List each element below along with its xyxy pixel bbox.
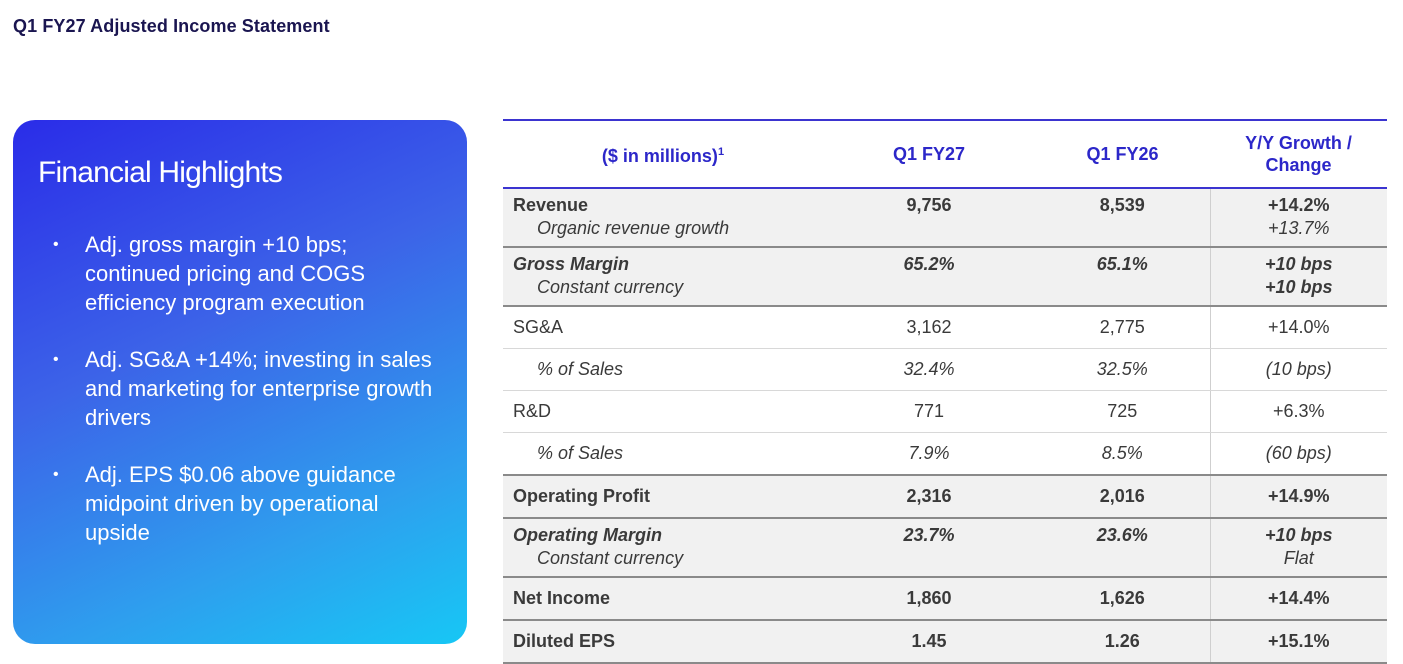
cell-growth: +10 bps [1264, 254, 1333, 274]
header-q1fy26: Q1 FY26 [1035, 119, 1210, 189]
cell-growth: (10 bps) [1209, 348, 1387, 391]
cell-growth: +6.3% [1209, 390, 1387, 433]
cell-q1fy27: 3,162 [823, 306, 1035, 349]
cell-q1fy27: 771 [823, 390, 1035, 433]
bullet-icon: • [53, 466, 59, 483]
cell-growth: +14.0% [1209, 306, 1387, 349]
cell-q1fy27: 1.45 [823, 620, 1035, 664]
row-label: Revenue [513, 195, 589, 215]
cell-q1fy26: 8.5% [1035, 432, 1210, 476]
highlight-text: Adj. gross margin +10 bps; continued pri… [85, 232, 366, 315]
row-label: Diluted EPS [503, 620, 823, 664]
table-row-revenue: Revenue Organic revenue growth 9,756 8,53… [503, 188, 1387, 248]
highlight-text: Adj. SG&A +14%; investing in sales and m… [85, 347, 433, 430]
cell-q1fy26: 1,626 [1035, 577, 1210, 621]
highlights-title: Financial Highlights [38, 156, 283, 189]
highlight-item: • Adj. gross margin +10 bps; continued p… [53, 230, 443, 317]
cell-q1fy26: 1.26 [1035, 620, 1210, 664]
cell-q1fy26: 725 [1035, 390, 1210, 433]
table-row-gross-margin: Gross Margin Constant currency 65.2% 65.1… [503, 247, 1387, 307]
financial-highlights-card: Financial Highlights • Adj. gross margin… [13, 120, 467, 644]
cell-growth: +10 bps [1264, 525, 1333, 545]
table-row-rd-pct: % of Sales 7.9% 8.5% (60 bps) [503, 432, 1387, 476]
row-sublabel: Constant currency [537, 548, 684, 568]
row-label: Net Income [503, 577, 823, 621]
header-growth: Y/Y Growth / Change [1210, 119, 1387, 189]
cell-q1fy26: 8,539 [1035, 188, 1210, 248]
highlight-item: • Adj. SG&A +14%; investing in sales and… [53, 345, 443, 432]
cell-q1fy27: 23.7% [823, 518, 1035, 578]
bullet-icon: • [53, 236, 59, 253]
row-label: Operating Profit [503, 475, 823, 519]
cell-q1fy27: 9,756 [823, 188, 1035, 248]
cell-q1fy26: 23.6% [1035, 518, 1210, 578]
row-label: SG&A [503, 306, 823, 349]
header-q1fy27: Q1 FY27 [823, 119, 1035, 189]
row-sublabel: Constant currency [537, 277, 684, 297]
row-label: % of Sales [537, 443, 624, 463]
highlights-list: • Adj. gross margin +10 bps; continued p… [53, 230, 443, 575]
cell-growth-sub: +10 bps [1264, 277, 1333, 297]
row-label: % of Sales [537, 359, 624, 379]
table-row-operating-profit: Operating Profit 2,316 2,016 +14.9% [503, 475, 1387, 519]
cell-q1fy26: 32.5% [1035, 348, 1210, 391]
table-row-sga-pct: % of Sales 32.4% 32.5% (10 bps) [503, 348, 1387, 391]
cell-growth: (60 bps) [1209, 432, 1387, 476]
cell-q1fy26: 2,016 [1035, 475, 1210, 519]
cell-q1fy26: 65.1% [1035, 247, 1210, 307]
header-label: ($ in millions)1 [503, 119, 823, 189]
cell-q1fy27: 7.9% [823, 432, 1035, 476]
income-statement-table: ($ in millions)1 Q1 FY27 Q1 FY26 Y/Y Gro… [503, 119, 1387, 664]
row-label: Operating Margin [513, 525, 663, 545]
row-label: R&D [503, 390, 823, 433]
cell-q1fy27: 65.2% [823, 247, 1035, 307]
highlight-item: • Adj. EPS $0.06 above guidance midpoint… [53, 460, 443, 547]
cell-q1fy27: 1,860 [823, 577, 1035, 621]
cell-q1fy27: 32.4% [823, 348, 1035, 391]
cell-growth: +15.1% [1209, 620, 1387, 664]
cell-q1fy27: 2,316 [823, 475, 1035, 519]
table-row-diluted-eps: Diluted EPS 1.45 1.26 +15.1% [503, 620, 1387, 664]
cell-growth: +14.4% [1209, 577, 1387, 621]
page-title: Q1 FY27 Adjusted Income Statement [13, 16, 330, 36]
bullet-icon: • [53, 351, 59, 368]
table-row-net-income: Net Income 1,860 1,626 +14.4% [503, 577, 1387, 621]
highlight-text: Adj. EPS $0.06 above guidance midpoint d… [85, 462, 396, 545]
row-sublabel: Organic revenue growth [537, 218, 730, 238]
table-header-row: ($ in millions)1 Q1 FY27 Q1 FY26 Y/Y Gro… [503, 119, 1387, 189]
row-label: Gross Margin [513, 254, 630, 274]
cell-growth-sub: +13.7% [1267, 218, 1330, 238]
table-row-operating-margin: Operating Margin Constant currency 23.7% … [503, 518, 1387, 578]
cell-growth: +14.9% [1209, 475, 1387, 519]
cell-growth-sub: Flat [1283, 548, 1314, 568]
cell-growth: +14.2% [1267, 195, 1330, 215]
income-statement-table-wrap: ($ in millions)1 Q1 FY27 Q1 FY26 Y/Y Gro… [503, 119, 1387, 664]
table-row-sga: SG&A 3,162 2,775 +14.0% [503, 306, 1387, 349]
table-row-rd: R&D 771 725 +6.3% [503, 390, 1387, 433]
cell-q1fy26: 2,775 [1035, 306, 1210, 349]
